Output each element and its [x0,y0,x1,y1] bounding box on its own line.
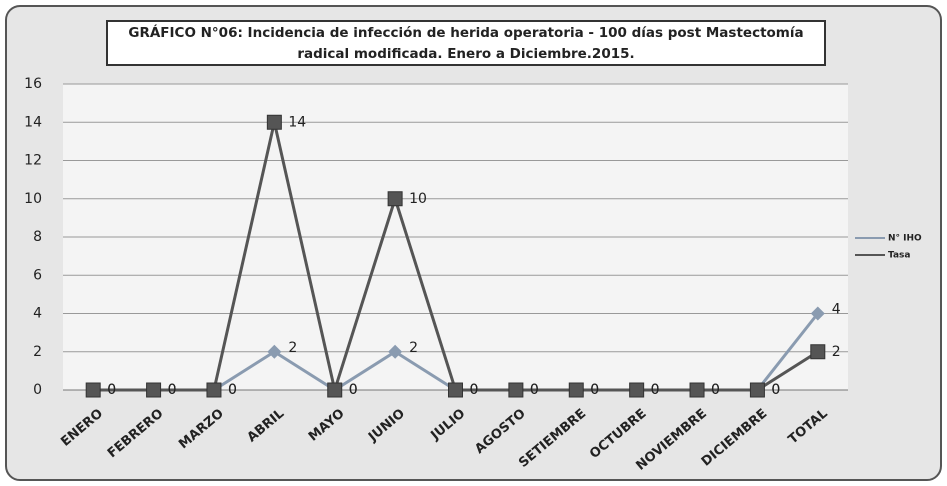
data-point [267,344,282,359]
data-point [508,382,524,398]
data-label: 2 [832,344,841,360]
data-label: 0 [228,382,237,398]
legend-label: Tasa [888,251,910,261]
data-point [810,306,825,321]
data-point [388,344,403,359]
data-label: 0 [349,382,358,398]
chart-title: GRÁFICO N°06: Incidencia de infección de… [106,20,826,66]
data-label: 0 [168,382,177,398]
data-point [146,382,162,398]
y-tick-label: 12 [24,153,42,169]
data-point [85,382,101,398]
data-label: 0 [470,382,479,398]
y-tick-label: 14 [24,114,42,130]
data-label: 0 [771,382,780,398]
data-point [206,382,222,398]
y-tick-label: 0 [33,382,42,398]
data-label: 0 [228,382,237,398]
y-tick-label: 10 [24,191,42,207]
data-point [689,382,705,398]
data-point [749,382,765,398]
data-label: 14 [288,114,306,130]
data-point [810,344,826,360]
data-label: 0 [711,382,720,398]
data-point [448,382,463,398]
data-point [327,382,343,398]
data-label: 0 [107,382,116,398]
y-tick-label: 8 [33,229,42,245]
y-tick-label: 16 [24,76,42,92]
data-label: 2 [409,340,418,356]
data-label: 10 [409,191,427,207]
data-label: 4 [832,302,841,318]
data-point [568,382,584,398]
y-tick-label: 2 [33,344,42,360]
y-tick-label: 4 [33,306,42,322]
data-label: 0 [349,382,358,398]
data-label: 0 [771,382,780,398]
data-point [266,114,282,130]
y-tick-label: 6 [33,267,42,283]
data-point [387,191,403,207]
data-point [629,382,645,398]
data-label: 2 [288,340,297,356]
legend-label: N° IHO [888,234,922,244]
data-label: 0 [651,382,660,398]
data-label: 0 [590,382,599,398]
data-label: 0 [530,382,539,398]
